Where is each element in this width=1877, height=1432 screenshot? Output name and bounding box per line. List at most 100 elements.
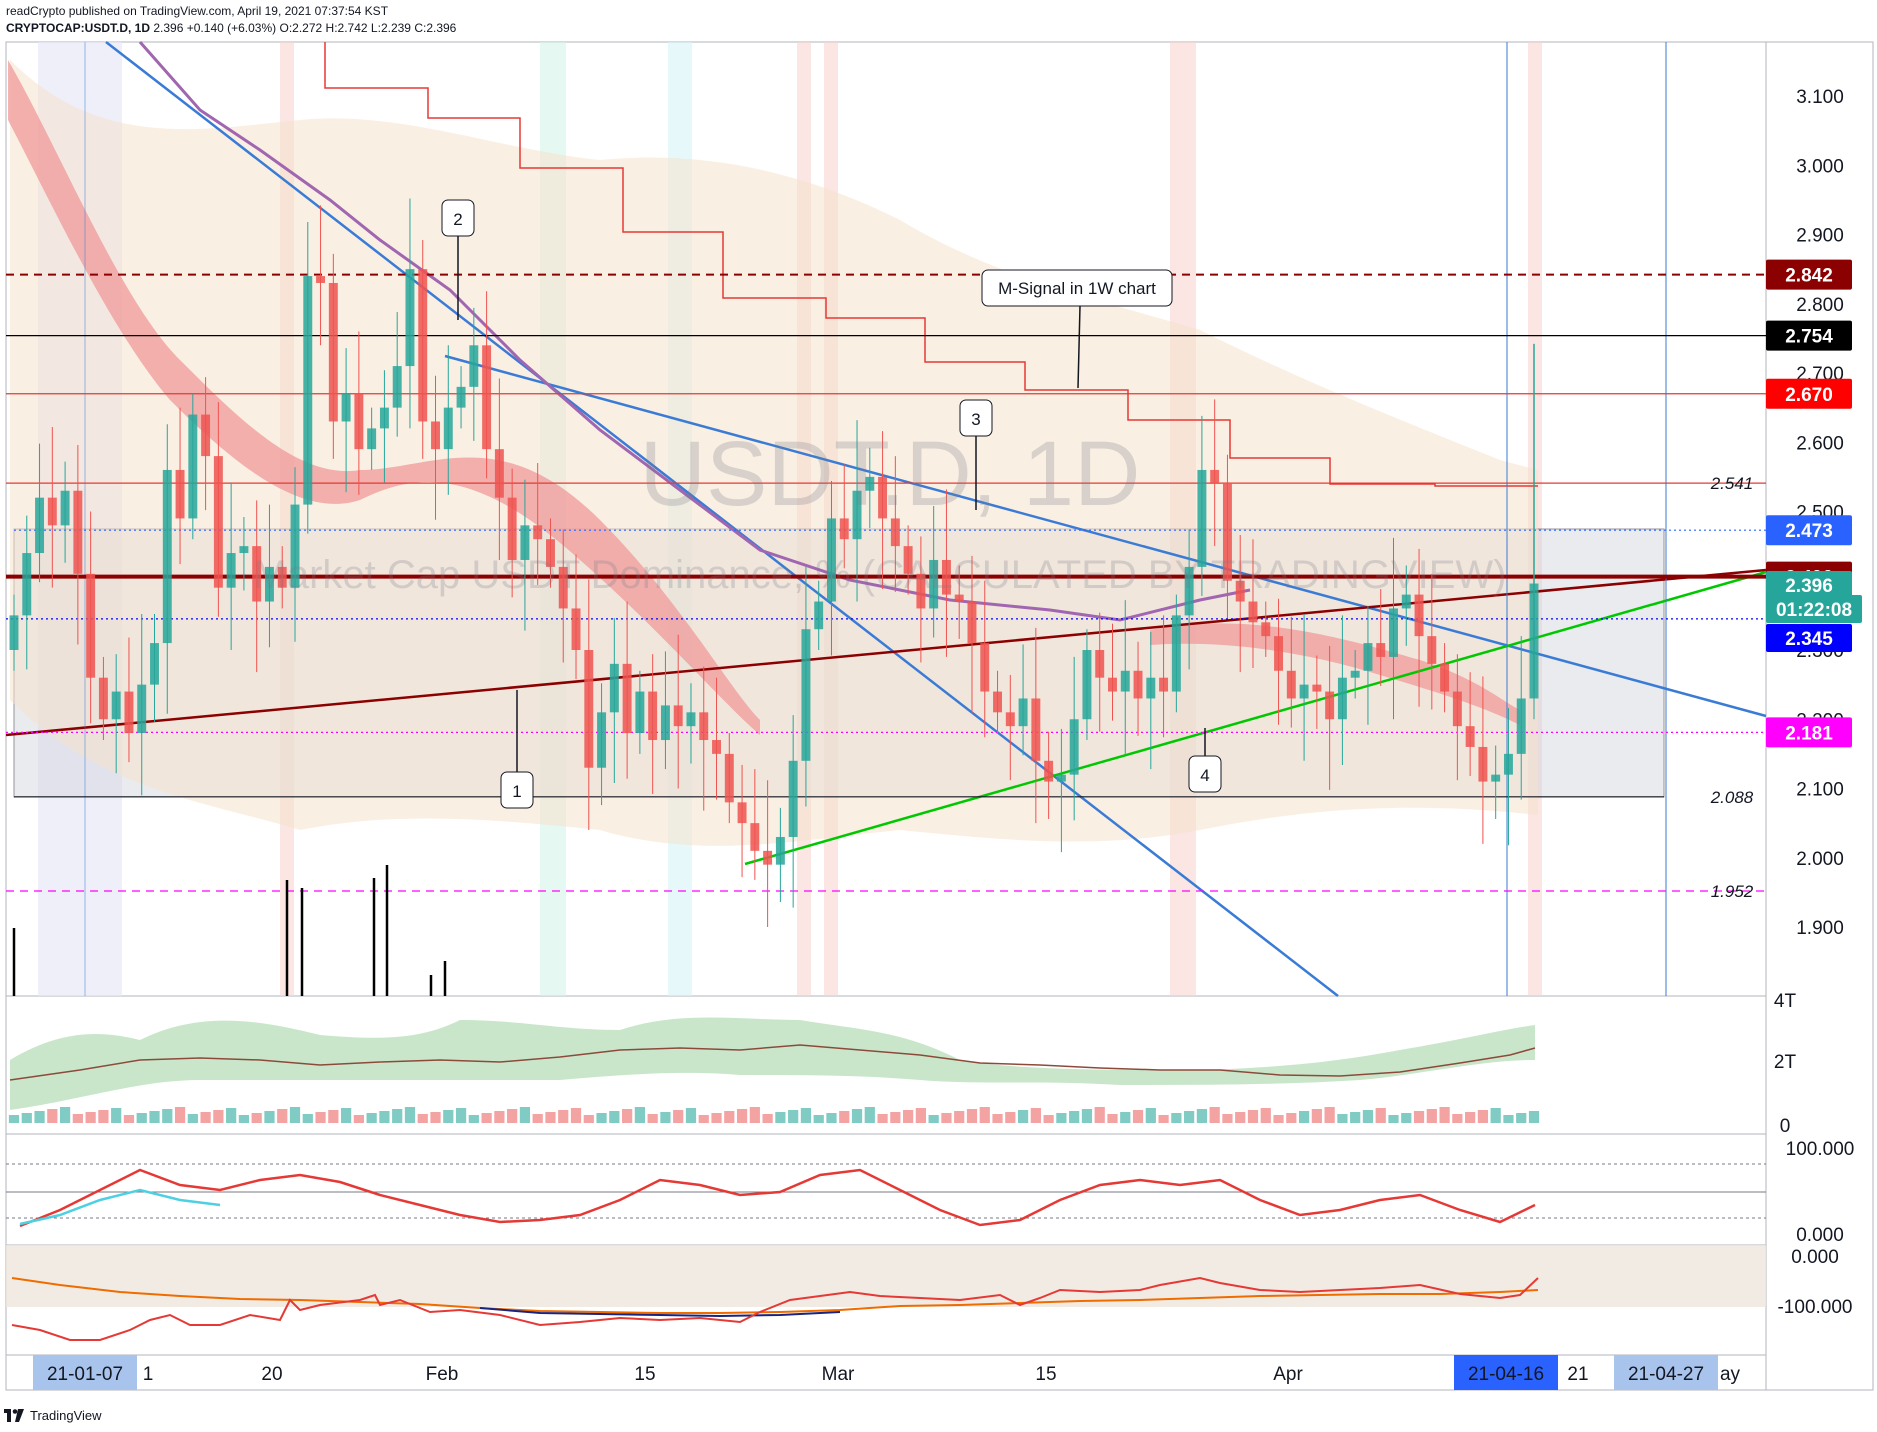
indicator1-bar — [826, 1113, 837, 1123]
price-pill-text: 2.842 — [1785, 266, 1833, 287]
indicator1-bar — [1120, 1112, 1131, 1123]
indicator1-bar — [890, 1112, 901, 1123]
indicator1-bar — [698, 1115, 709, 1123]
candle-body — [35, 497, 45, 554]
indicator1-bar — [187, 1114, 198, 1123]
m-signal-line[interactable] — [138, 41, 1251, 622]
ind1-tick: 4T — [1774, 991, 1797, 1012]
line-label: 2.088 — [1710, 788, 1754, 807]
callout-3[interactable]: 3 — [959, 399, 993, 510]
line-labels: 2.541 2.088 1.952 — [1710, 474, 1754, 901]
footer-brand-text: TradingView — [30, 1408, 102, 1423]
last-price: 2.396 — [153, 21, 184, 35]
indicator1-bar — [532, 1114, 543, 1123]
callout-2-text: 2 — [453, 210, 462, 229]
indicator1-bar — [1298, 1111, 1310, 1123]
open-value: 2.272 — [292, 21, 323, 35]
callout-2[interactable]: 2 — [441, 199, 475, 320]
indicator1-bar — [1465, 1112, 1476, 1123]
candle-body — [73, 490, 83, 574]
y-tick-label: 3.100 — [1796, 87, 1844, 108]
trendline-rising-red[interactable] — [5, 568, 1767, 737]
indicator1-bar — [1069, 1111, 1080, 1123]
candle-body — [150, 643, 159, 685]
low-value: 2.239 — [380, 21, 411, 35]
callout-msignal[interactable]: M-Signal in 1W chart — [981, 269, 1173, 389]
candle-body — [456, 386, 466, 408]
indicator1-bar — [1401, 1113, 1412, 1123]
indicator1-bar — [1094, 1107, 1105, 1123]
indicator1-bar — [851, 1109, 863, 1123]
x-tick-label: 21-04-27 — [1628, 1364, 1704, 1385]
candle-body — [1235, 580, 1245, 602]
candle-body — [954, 594, 964, 602]
indicator1-bar — [1439, 1107, 1450, 1123]
indicator1-bar — [455, 1108, 467, 1123]
candle-body — [1184, 566, 1194, 616]
price-pill-text: 2.181 — [1785, 723, 1833, 744]
indicator1-bar — [1490, 1108, 1501, 1123]
y-tick-label: 3.000 — [1796, 156, 1844, 177]
indicator2-signal — [19, 1188, 221, 1226]
m-signal-1w-step[interactable] — [324, 42, 1538, 487]
line-label: 2.541 — [1710, 474, 1754, 493]
trendline-steep[interactable] — [105, 41, 1339, 997]
indicator1-bar — [1260, 1108, 1271, 1123]
ind2-tick: 0.000 — [1796, 1225, 1844, 1246]
candle-body — [609, 663, 619, 713]
indicator1-bar — [1273, 1115, 1284, 1123]
indicator1-bar — [915, 1108, 926, 1123]
candle-body — [418, 269, 428, 422]
candle-body — [1082, 650, 1092, 720]
callout-1[interactable]: 1 — [500, 690, 534, 809]
candle-body — [494, 449, 504, 498]
candle-body — [1108, 677, 1117, 692]
indicator1-bar — [775, 1112, 786, 1123]
candle-body — [814, 601, 824, 630]
candle-body — [303, 276, 313, 505]
candle-body — [941, 559, 951, 595]
callout-4[interactable]: 4 — [1188, 728, 1222, 793]
indicator1-bar — [992, 1114, 1003, 1123]
indicator1-bar — [583, 1115, 594, 1123]
candle-body — [290, 504, 300, 588]
candle-body — [1389, 608, 1398, 657]
candle-body — [226, 553, 236, 588]
indicator1-bar — [59, 1107, 71, 1123]
candle-body — [852, 490, 862, 540]
candle-body — [827, 518, 836, 602]
symbol-ohlc-line: CRYPTOCAP:USDT.D, 1D 2.396 +0.140 (+6.03… — [6, 21, 456, 35]
candle-body — [354, 393, 364, 450]
trendline-support-green[interactable] — [744, 570, 1767, 866]
indicator1-bar — [162, 1109, 173, 1123]
price-pill-text: 2.670 — [1785, 385, 1833, 406]
candle-body — [980, 643, 990, 692]
high-label: H: — [325, 21, 338, 35]
indicator1-bar — [123, 1115, 135, 1123]
x-tick-label: Feb — [426, 1364, 459, 1385]
candle-body — [890, 518, 900, 547]
trendline-descending[interactable] — [444, 354, 1767, 718]
callout-msignal-text: M-Signal in 1W chart — [998, 279, 1156, 298]
candle-body — [1452, 691, 1462, 727]
indicator1-bar — [673, 1110, 684, 1123]
indicator1-bar — [788, 1110, 799, 1123]
candle-body — [392, 366, 402, 408]
symbol-name[interactable]: CRYPTOCAP:USDT.D, 1D — [6, 21, 151, 35]
candle-body — [699, 712, 709, 741]
indicator1-bar — [200, 1112, 211, 1123]
candle-body — [137, 684, 147, 734]
indicator1-bar — [149, 1111, 160, 1123]
candle-body — [1056, 774, 1066, 782]
candles-group — [9, 198, 1539, 927]
candle-body — [86, 573, 96, 678]
footer-brand: TradingView — [4, 1408, 102, 1423]
candle-body — [1261, 622, 1271, 637]
indicator1-bar — [1516, 1113, 1527, 1123]
indicator1-bar — [481, 1113, 492, 1123]
y-tick-label: 2.900 — [1796, 226, 1844, 247]
candle-body — [1133, 670, 1143, 699]
candle-body — [737, 802, 747, 824]
candle-body — [328, 282, 338, 422]
